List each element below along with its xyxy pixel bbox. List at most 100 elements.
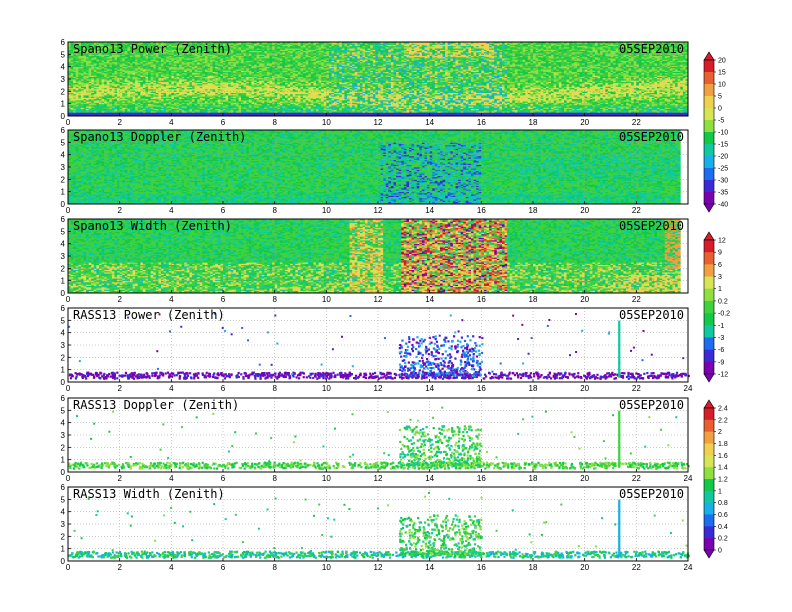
data-cell [73,48,77,50]
data-cell [68,45,71,48]
data-cell [111,93,115,96]
data-cell [91,96,95,98]
data-cell [68,53,71,55]
data-cell [99,101,102,103]
data-cell [101,42,105,44]
data-cell [88,74,92,76]
data-cell [93,99,97,102]
data-cell [78,82,82,85]
data-cell [96,88,100,91]
data-cell [119,45,123,48]
data-cell [70,113,74,116]
data-cell [80,108,84,111]
data-cell [78,86,82,89]
data-cell [91,49,95,52]
data-cell [96,87,100,90]
data-cell [111,55,115,58]
data-cell [99,49,102,52]
data-cell [88,55,92,58]
data-cell [122,64,126,66]
data-cell [68,112,71,114]
data-cell [114,76,118,79]
data-cell [88,99,92,102]
data-cell [109,112,113,114]
data-cell [93,81,97,84]
data-cell [117,58,121,60]
data-cell [109,42,113,44]
data-cell [114,86,118,89]
data-cell [91,75,95,77]
data-cell [104,71,108,74]
data-cell [86,77,90,80]
data-cell [70,62,74,65]
data-cell [88,79,92,81]
data-cell [119,113,123,116]
data-cell [111,74,115,76]
data-cell [109,104,113,107]
data-cell [80,112,84,114]
data-cell [70,54,74,56]
data-cell [111,112,115,114]
data-cell [104,60,108,63]
data-cell [117,85,121,87]
data-cell [93,106,97,108]
data-cell [91,90,95,92]
data-cell [91,76,95,79]
data-cell [80,96,84,98]
data-cell [119,85,123,87]
data-cell [93,108,97,111]
data-cell [106,64,110,66]
data-cell [117,81,121,84]
data-cell [70,77,74,80]
data-cell [99,112,102,114]
data-cell [80,43,84,45]
data-cell [119,58,123,60]
data-cell [75,90,79,92]
data-cell [93,95,97,97]
data-cell [109,56,113,59]
data-cell [96,77,100,80]
data-cell [75,66,79,69]
data-cell [117,91,121,93]
data-cell [70,82,74,85]
data-cell [109,44,113,47]
data-cell [114,45,118,48]
data-cell [91,51,95,54]
data-cell [83,79,87,81]
data-cell [104,43,108,45]
data-cell [99,99,102,102]
data-cell [122,111,126,113]
data-cell [80,66,84,69]
data-cell [75,92,79,95]
data-cell [122,81,126,84]
data-cell [119,93,123,96]
data-cell [86,93,90,96]
data-cell [96,98,100,101]
data-cell [86,104,90,107]
data-cell [99,111,102,113]
data-cell [117,104,121,107]
data-cell [106,59,110,61]
data-cell [114,72,118,75]
data-cell [83,90,87,92]
data-cell [75,70,79,72]
data-cell [75,45,79,48]
data-cell [122,71,126,74]
data-cell [101,44,105,47]
data-cell [75,85,79,87]
data-cell [101,76,105,79]
data-cell [93,93,97,96]
data-cell [122,46,126,49]
data-cell [78,95,82,97]
data-cell [68,82,71,85]
data-cell [75,111,79,113]
data-cell [70,92,74,95]
data-cell [96,65,100,68]
data-cell [68,49,71,52]
data-cell [111,80,115,82]
data-cell [93,64,97,66]
data-cell [73,91,77,93]
data-cell [83,50,87,53]
data-cell [75,106,79,108]
data-cell [117,108,121,111]
